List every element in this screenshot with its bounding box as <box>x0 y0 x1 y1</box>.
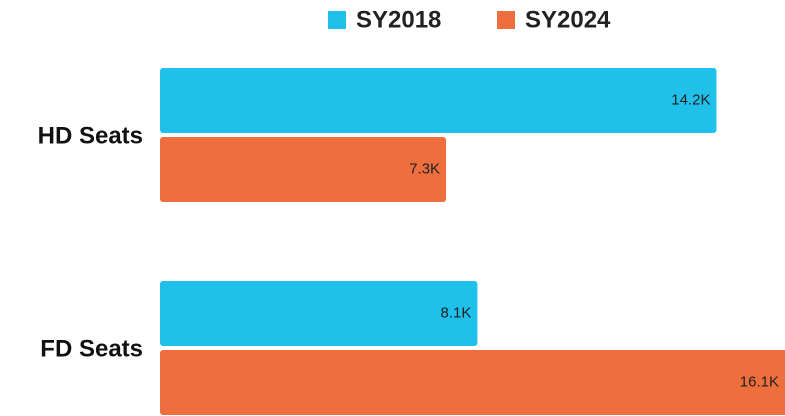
legend-label: SY2024 <box>525 6 611 33</box>
category-label: FD Seats <box>40 335 143 362</box>
legend-label: SY2018 <box>356 6 441 33</box>
bar <box>160 281 478 346</box>
bar <box>160 68 717 133</box>
value-label: 8.1K <box>441 304 472 321</box>
value-label: 16.1K <box>740 373 779 390</box>
bar <box>160 350 785 415</box>
category-label: HD Seats <box>38 122 143 149</box>
legend-swatch <box>328 11 346 29</box>
bar <box>160 137 447 202</box>
value-label: 14.2K <box>671 91 710 108</box>
legend-swatch <box>497 11 515 29</box>
value-label: 7.3K <box>409 160 440 177</box>
